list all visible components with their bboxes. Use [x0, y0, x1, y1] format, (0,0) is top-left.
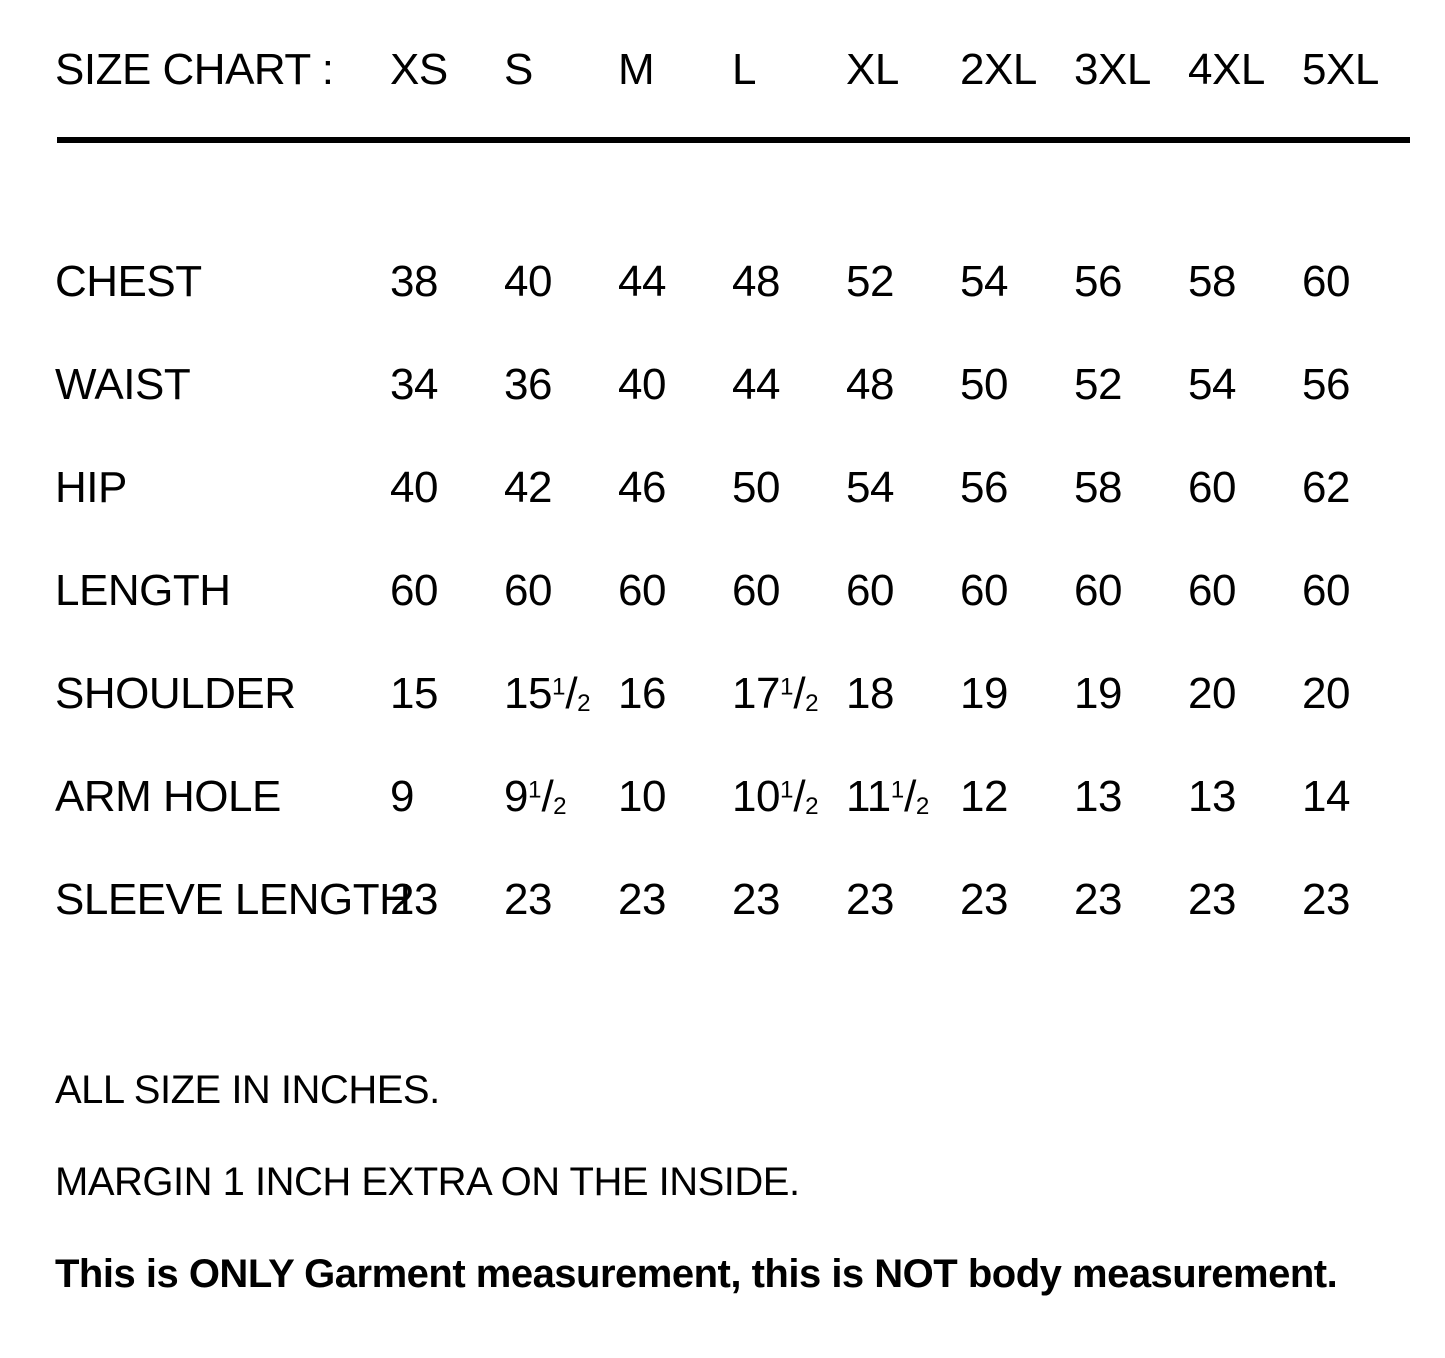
size-value-cell: 56 [1302, 359, 1350, 409]
size-value-cell: 60 [1188, 462, 1236, 512]
size-value-cell: 23 [846, 874, 894, 924]
size-value-cell: 9 [390, 771, 414, 821]
note-margin-extra: MARGIN 1 INCH EXTRA ON THE INSIDE. [55, 1160, 800, 1204]
size-value-cell: 40 [504, 256, 552, 306]
row-label: CHEST [55, 256, 202, 306]
size-value-cell: 23 [960, 874, 1008, 924]
size-header-s: S [504, 45, 533, 94]
size-value-cell: 19 [1074, 668, 1122, 718]
size-header-xs: XS [390, 45, 448, 94]
size-value-cell: 60 [1074, 565, 1122, 615]
table-row-length: LENGTH 60 60 60 60 60 60 60 60 60 [0, 539, 1445, 642]
size-value-cell: 151/2 [504, 668, 591, 718]
size-value-cell: 15 [390, 668, 438, 718]
size-value-cell: 54 [1188, 359, 1236, 409]
table-row-hip: HIP 40 42 46 50 54 56 58 60 62 [0, 436, 1445, 539]
row-label: SHOULDER [55, 668, 296, 718]
row-label: LENGTH [55, 565, 231, 615]
size-value-cell: 18 [846, 668, 894, 718]
size-value-cell: 60 [504, 565, 552, 615]
size-value-cell: 60 [1302, 565, 1350, 615]
size-header-3xl: 3XL [1074, 45, 1151, 94]
table-row-shoulder: SHOULDER 15 151/2 16 171/2 18 19 19 20 20 [0, 642, 1445, 745]
size-table-body: CHEST 38 40 44 48 52 54 56 58 60 WAIST 34 36 40 44 48 50… [0, 230, 1445, 951]
note-all-sizes-in-inches: ALL SIZE IN INCHES. [55, 1068, 440, 1112]
size-value-cell: 52 [1074, 359, 1122, 409]
size-value-cell: 10 [618, 771, 666, 821]
size-value-cell: 34 [390, 359, 438, 409]
header-divider [57, 137, 1410, 143]
row-label: SLEEVE LENGTH [55, 874, 411, 924]
size-chart-header-row: SIZE CHART : XS S M L XL 2XL 3XL 4XL 5XL [0, 42, 1445, 98]
size-value-cell: 14 [1302, 771, 1350, 821]
size-value-cell: 13 [1188, 771, 1236, 821]
size-value-cell: 46 [618, 462, 666, 512]
size-value-cell: 23 [390, 874, 438, 924]
size-value-cell: 60 [618, 565, 666, 615]
row-label: WAIST [55, 359, 191, 409]
size-header-l: L [732, 45, 756, 94]
size-value-cell: 48 [846, 359, 894, 409]
size-value-cell: 42 [504, 462, 552, 512]
size-value-cell: 40 [390, 462, 438, 512]
size-value-cell: 58 [1074, 462, 1122, 512]
size-value-cell: 60 [960, 565, 1008, 615]
size-value-cell: 44 [618, 256, 666, 306]
size-value-cell: 23 [504, 874, 552, 924]
size-value-cell: 23 [618, 874, 666, 924]
size-value-cell: 60 [732, 565, 780, 615]
size-value-cell: 60 [390, 565, 438, 615]
size-value-cell: 54 [960, 256, 1008, 306]
size-chart-title: SIZE CHART : [55, 45, 334, 94]
size-value-cell: 60 [1188, 565, 1236, 615]
table-row-waist: WAIST 34 36 40 44 48 50 52 54 56 [0, 333, 1445, 436]
size-header-xl: XL [846, 45, 899, 94]
size-value-cell: 23 [1302, 874, 1350, 924]
row-label: HIP [55, 462, 127, 512]
size-header-m: M [618, 45, 655, 94]
size-header-5xl: 5XL [1302, 45, 1379, 94]
size-value-cell: 54 [846, 462, 894, 512]
table-row-chest: CHEST 38 40 44 48 52 54 56 58 60 [0, 230, 1445, 333]
size-value-cell: 48 [732, 256, 780, 306]
size-header-4xl: 4XL [1188, 45, 1265, 94]
size-value-cell: 23 [1188, 874, 1236, 924]
table-row-arm-hole: ARM HOLE 9 91/2 10 101/2 111/2 12 13 13 14 [0, 745, 1445, 848]
size-value-cell: 23 [1074, 874, 1122, 924]
table-row-sleeve-length: SLEEVE LENGTH 23 23 23 23 23 23 23 23 23 [0, 848, 1445, 951]
size-value-cell: 38 [390, 256, 438, 306]
size-value-cell: 50 [732, 462, 780, 512]
size-value-cell: 12 [960, 771, 1008, 821]
size-value-cell: 20 [1188, 668, 1236, 718]
size-value-cell: 50 [960, 359, 1008, 409]
size-value-cell: 171/2 [732, 668, 819, 718]
size-value-cell: 101/2 [732, 771, 819, 821]
size-value-cell: 111/2 [846, 771, 930, 821]
row-label: ARM HOLE [55, 771, 281, 821]
size-value-cell: 40 [618, 359, 666, 409]
size-value-cell: 13 [1074, 771, 1122, 821]
size-value-cell: 44 [732, 359, 780, 409]
size-value-cell: 20 [1302, 668, 1350, 718]
note-garment-disclaimer: This is ONLY Garment measurement, this i… [55, 1252, 1338, 1296]
size-value-cell: 19 [960, 668, 1008, 718]
size-value-cell: 60 [1302, 256, 1350, 306]
size-header-2xl: 2XL [960, 45, 1037, 94]
size-value-cell: 16 [618, 668, 666, 718]
size-value-cell: 60 [846, 565, 894, 615]
size-value-cell: 36 [504, 359, 552, 409]
size-value-cell: 52 [846, 256, 894, 306]
size-value-cell: 56 [1074, 256, 1122, 306]
size-value-cell: 23 [732, 874, 780, 924]
size-value-cell: 91/2 [504, 771, 567, 821]
size-value-cell: 56 [960, 462, 1008, 512]
size-value-cell: 62 [1302, 462, 1350, 512]
size-value-cell: 58 [1188, 256, 1236, 306]
